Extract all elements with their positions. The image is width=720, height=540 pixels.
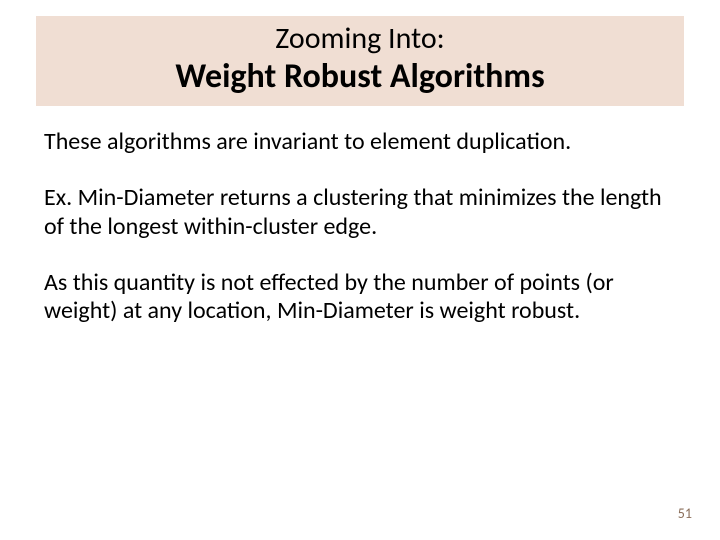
title-line1: Zooming Into:: [46, 22, 674, 57]
page-number: 51: [678, 505, 692, 522]
title-box: Zooming Into: Weight Robust Algorithms: [36, 16, 684, 106]
body-text: These algorithms are invariant to elemen…: [44, 128, 680, 354]
paragraph-3: As this quantity is not effected by the …: [44, 269, 680, 326]
slide: Zooming Into: Weight Robust Algorithms T…: [0, 0, 720, 540]
paragraph-2: Ex. Min-Diameter returns a clustering th…: [44, 184, 680, 241]
paragraph-1: These algorithms are invariant to elemen…: [44, 128, 680, 156]
title-line2: Weight Robust Algorithms: [46, 57, 674, 96]
